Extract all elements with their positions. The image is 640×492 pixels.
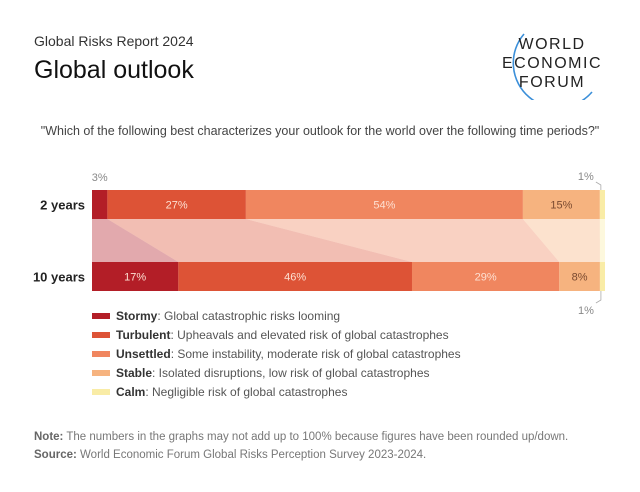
data-label: 46% [284,272,306,284]
legend-name: Calm [116,385,146,399]
source: Source: World Economic Forum Global Risk… [34,449,426,461]
data-label: 15% [550,200,572,212]
legend-name: Stormy [116,309,158,323]
legend-swatch [92,312,110,319]
page-title: Global outlook [34,56,194,84]
note: Note: The numbers in the graphs may not … [34,431,568,443]
legend-desc: : Upheavals and elevated risk of global … [170,328,449,342]
band-stormy [92,219,179,262]
legend-item-turbulent: Turbulent: Upheavals and elevated risk o… [92,328,449,342]
legend-desc: : Negligible risk of global catastrophes [145,385,348,399]
stacked-bar-chart: 2 years 3% 27% 54% 15% 1% 10 years 17% 46% 29% 8% 1… [33,171,605,317]
legend-name: Unsettled [116,347,171,361]
bar-segment-calm [599,190,605,219]
data-label: 1% [578,305,594,317]
source-label: Source: [34,449,77,461]
leader-line [595,181,602,190]
data-label: 29% [475,272,497,284]
data-label: 3% [92,172,108,184]
legend-item-stable: Stable: Isolated disruptions, low risk o… [92,366,430,380]
bar-segment-turbulent [107,190,246,219]
logo-text: WORLD [518,36,585,53]
band-turbulent [107,219,412,262]
data-label: 54% [373,200,395,212]
legend-item-unsettled: Unsettled: Some instability, moderate ri… [92,347,461,361]
band-unsettled [245,219,560,262]
bar-segment-turbulent [178,262,412,291]
data-label: 27% [166,200,188,212]
legend-name: Turbulent [116,328,171,342]
legend-swatch [92,350,110,357]
legend-desc: : Isolated disruptions, low risk of glob… [152,366,430,380]
wef-logo: WORLD ECONOMIC FORUM [502,33,602,100]
band-calm [599,219,605,262]
bar-segment-stormy [92,262,179,291]
survey-question: "Which of the following best characteriz… [40,124,600,138]
legend-swatch [92,331,110,338]
logo-text: FORUM [519,74,585,91]
note-label: Note: [34,431,64,443]
logo-arc [512,33,593,100]
legend-item-calm: Calm: Negligible risk of global catastro… [92,385,347,399]
logo-text: ECONOMIC [502,55,602,72]
category-label: 10 years [33,270,85,285]
legend-swatch [92,388,110,395]
bar-segment-stable [559,262,600,291]
bar-segment-stormy [92,190,108,219]
bar-segment-stable [522,190,600,219]
bar-segment-unsettled [245,190,523,219]
report-name: Global Risks Report 2024 [34,33,194,49]
band-stable [522,219,600,262]
leader-line [595,291,602,304]
legend-desc: : Some instability, moderate risk of glo… [170,347,461,361]
legend-name: Stable [116,366,153,380]
source-text: World Economic Forum Global Risks Percep… [76,449,427,461]
note-text: The numbers in the graphs may not add up… [63,431,569,443]
legend-desc: : Global catastrophic risks looming [157,309,341,323]
bar-segment-unsettled [411,262,560,291]
category-label: 2 years [40,198,85,213]
data-label: 1% [578,171,594,183]
legend-swatch [92,369,110,376]
legend-item-stormy: Stormy: Global catastrophic risks loomin… [92,309,340,323]
bar-segment-calm [599,262,605,291]
data-label: 17% [124,272,146,284]
data-label: 8% [572,272,588,284]
